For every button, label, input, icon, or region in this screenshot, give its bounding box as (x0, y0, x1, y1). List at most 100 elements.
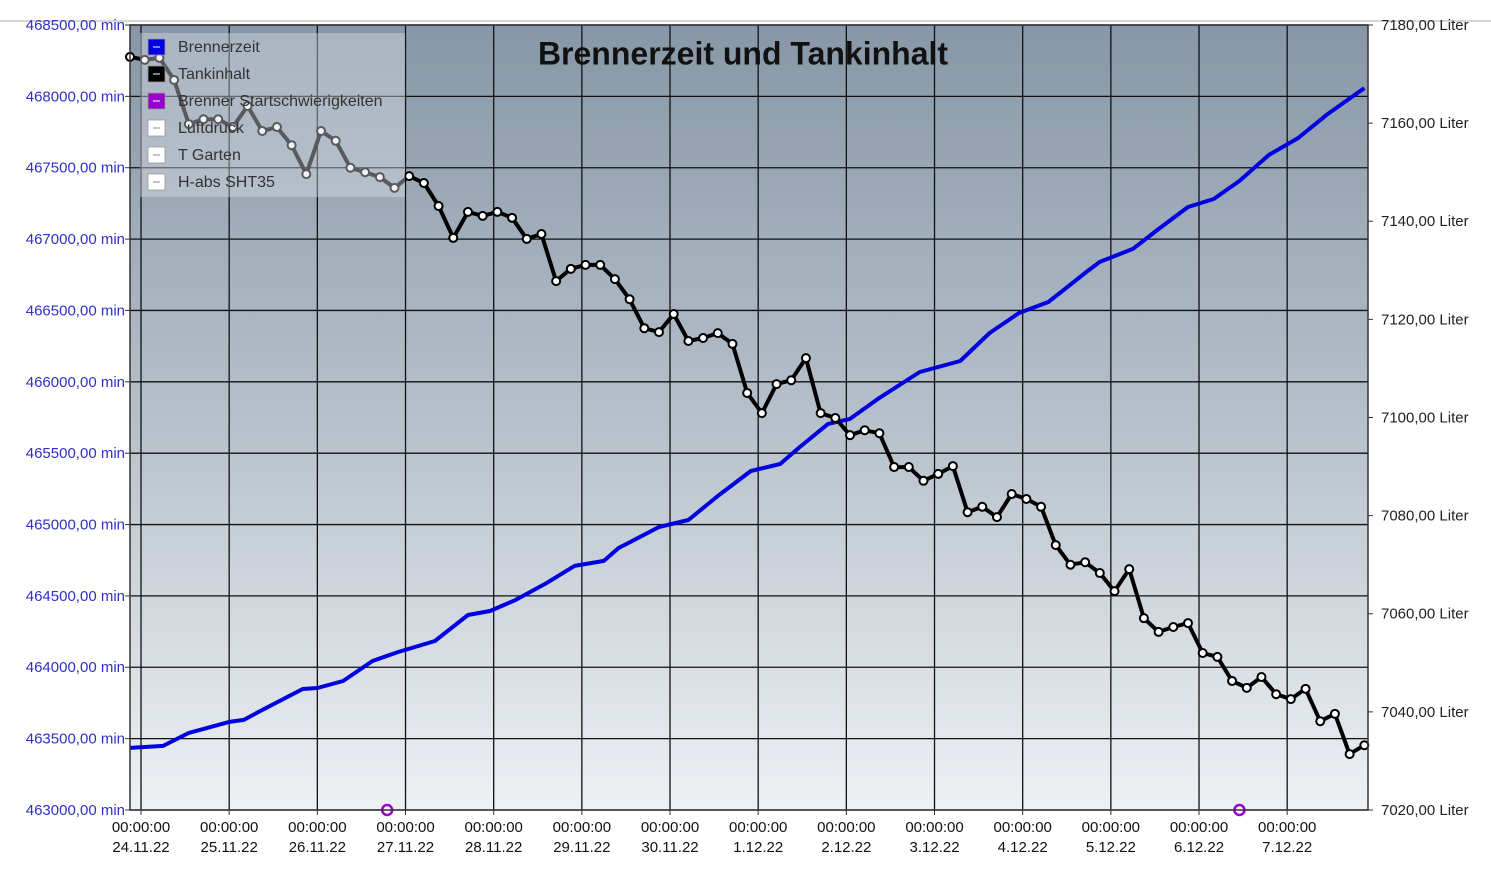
x-tick-label: 00:00:00 (993, 819, 1051, 836)
x-tick-label: 00:00:00 (112, 819, 170, 836)
data-point (830, 412, 841, 423)
data-point (1197, 648, 1208, 658)
data-point (1212, 651, 1223, 662)
data-point (286, 140, 297, 151)
data-point (1300, 683, 1311, 694)
legend: Brennerzeit Tankinhalt Brenner Startschwie… (140, 33, 405, 197)
data-point (389, 182, 400, 193)
y2-tick-label: 7160,00 Liter (1381, 115, 1469, 132)
chart-title: Brennerzeit und Tankinhalt (538, 35, 948, 71)
x-tick-label: 3.12.22 (909, 839, 959, 856)
x-tick-label: 00:00:00 (376, 819, 434, 836)
data-point (815, 408, 826, 419)
data-point (1256, 672, 1267, 683)
y-tick-label: 463500,00 min (26, 731, 125, 748)
data-point (742, 387, 753, 398)
x-tick-label: 00:00:00 (464, 819, 522, 836)
x-tick-label: 00:00:00 (905, 819, 963, 836)
x-tick-label: 6.12.22 (1174, 839, 1224, 856)
x-tick-label: 30.11.22 (641, 839, 698, 856)
data-point (1109, 586, 1120, 597)
y-tick-label: 464500,00 min (26, 588, 125, 605)
y2-tick-label: 7120,00 Liter (1381, 311, 1469, 328)
data-point (1036, 501, 1047, 512)
data-point (1329, 708, 1340, 719)
plot-area (130, 25, 1368, 810)
x-tick-label: 00:00:00 (288, 819, 346, 836)
data-point (1065, 559, 1076, 570)
y2-tick-label: 7080,00 Liter (1381, 508, 1469, 525)
data-point (521, 233, 532, 244)
x-tick-label: 28.11.22 (465, 839, 522, 856)
y-tick-label: 465000,00 min (26, 517, 125, 534)
data-point (477, 210, 488, 221)
data-point (1285, 694, 1296, 705)
x-tick-label: 00:00:00 (817, 819, 875, 836)
legend-label: Brennerzeit (178, 39, 260, 56)
data-point (551, 276, 562, 287)
series-layer (125, 51, 1370, 817)
data-point (198, 114, 209, 125)
data-point (242, 100, 253, 111)
data-point (903, 462, 914, 473)
data-point (580, 259, 591, 270)
x-tick-label: 00:00:00 (200, 819, 258, 836)
data-point (448, 232, 459, 243)
grid (130, 24, 1368, 811)
data-point (1050, 540, 1061, 551)
x-tick-label: 27.11.22 (377, 839, 434, 856)
x-tick-label: 00:00:00 (553, 819, 611, 836)
data-point (639, 323, 650, 334)
series-line (129, 86, 1366, 750)
y2-tick-label: 7060,00 Liter (1381, 606, 1469, 623)
y-tick-label: 466000,00 min (26, 374, 125, 391)
y2-tick-label: 7100,00 Liter (1381, 409, 1469, 426)
data-point (492, 206, 503, 217)
data-point (683, 335, 694, 346)
x-tick-label: 00:00:00 (1258, 819, 1316, 836)
x-tick-label: 2.12.22 (821, 839, 871, 856)
y-tick-label: 467000,00 min (26, 231, 125, 248)
data-point (771, 379, 782, 390)
data-point (1344, 749, 1355, 760)
data-point (653, 327, 664, 338)
data-point (947, 461, 958, 472)
y-tick-label: 464000,00 min (26, 659, 125, 676)
data-point (962, 507, 973, 518)
data-point (213, 114, 224, 125)
data-point (977, 501, 988, 512)
data-point (1315, 716, 1326, 727)
x-tick-label: 00:00:00 (641, 819, 699, 836)
data-point (1006, 489, 1017, 500)
data-point (756, 408, 767, 419)
y2-tick-label: 7140,00 Liter (1381, 213, 1469, 230)
data-point (565, 263, 576, 274)
x-tick-label: 26.11.22 (289, 839, 346, 856)
x-tick-label: 00:00:00 (729, 819, 787, 836)
data-point (433, 201, 444, 212)
data-point (668, 308, 679, 319)
data-point (845, 430, 856, 441)
data-point (889, 462, 900, 473)
data-point (271, 122, 282, 133)
legend-label: Tankinhalt (178, 66, 251, 83)
data-point (859, 425, 870, 436)
y-tick-label: 463000,00 min (26, 802, 125, 819)
data-point (462, 206, 473, 217)
data-point (1182, 618, 1193, 629)
legend-box (140, 33, 405, 197)
data-point (991, 512, 1002, 523)
data-point (624, 294, 635, 305)
data-point (227, 122, 238, 133)
data-point (330, 135, 341, 146)
data-point (609, 274, 620, 285)
data-point (727, 338, 738, 349)
data-point (169, 74, 180, 85)
legend-label: H-abs SHT35 (178, 174, 275, 191)
y-tick-label: 468000,00 min (26, 88, 125, 105)
y-tick-label: 467500,00 min (26, 160, 125, 177)
x-tick-label: 29.11.22 (553, 839, 610, 856)
y-tick-label: 468500,00 min (26, 17, 125, 34)
data-point (301, 169, 312, 180)
